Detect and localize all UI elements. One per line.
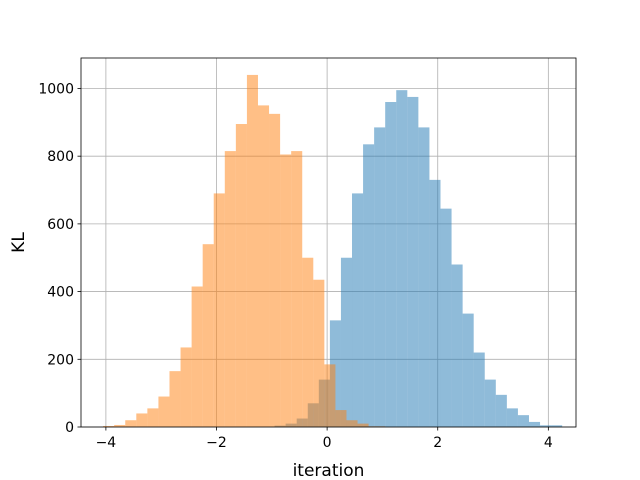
histogram-bar-series-2: [346, 420, 358, 427]
y-tick-label: 200: [47, 352, 74, 368]
histogram-bar-series-1: [396, 90, 408, 427]
histogram-bar-series-1: [363, 144, 375, 427]
y-tick-label: 400: [47, 285, 74, 301]
histogram-bar-series-2: [280, 154, 292, 428]
y-tick-label: 800: [47, 149, 74, 165]
plot-frame: [80, 57, 577, 428]
histogram-bar-series-2: [335, 410, 347, 427]
histogram-bar-series-2: [246, 74, 258, 427]
histogram-bar-series-1: [495, 394, 507, 427]
histogram-bar-series-2: [213, 193, 225, 427]
x-tick-label: 2: [433, 435, 442, 451]
histogram-bar-series-2: [136, 413, 148, 427]
histogram-bar-series-2: [191, 286, 203, 427]
y-tick-label: 1000: [38, 81, 74, 97]
histogram-bar-series-1: [540, 425, 552, 427]
x-axis-label: iteration: [293, 461, 365, 480]
histogram-bar-series-2: [125, 420, 137, 427]
histogram-bar-series-2: [180, 347, 192, 427]
histogram-bar-series-1: [484, 379, 496, 427]
histogram-bar-series-1: [418, 127, 430, 428]
histogram-bar-series-2: [313, 279, 325, 427]
histogram-bar-series-1: [451, 264, 463, 427]
histogram-bar-series-2: [235, 124, 247, 427]
histogram-bar-series-1: [385, 102, 397, 428]
histogram-bar-series-1: [352, 193, 364, 427]
histogram-bar-series-1: [462, 313, 474, 427]
histogram-bar-series-1: [374, 127, 386, 428]
histogram-bar-series-2: [324, 364, 336, 427]
histogram-bar-series-2: [302, 257, 314, 427]
histogram-bar-series-2: [114, 424, 126, 427]
histogram-bar-series-1: [528, 421, 541, 427]
histogram-bar-series-2: [147, 408, 159, 427]
histogram-bar-series-1: [517, 415, 529, 427]
histogram-bar-series-2: [357, 423, 369, 427]
x-tick-label: 4: [544, 435, 553, 451]
histogram-bar-series-1: [340, 257, 353, 427]
y-tick-label: 600: [47, 217, 74, 233]
x-tick-label: −2: [206, 435, 227, 451]
histogram-bar-series-1: [551, 425, 563, 427]
histogram-bar-series-1: [407, 96, 419, 428]
histogram-bar-series-2: [224, 151, 236, 428]
histogram-bar-series-2: [257, 105, 270, 427]
histogram-bar-series-2: [291, 151, 303, 428]
histogram-bar-series-1: [473, 352, 485, 427]
histogram-bar-series-2: [103, 425, 115, 427]
histogram-bars: [103, 74, 563, 428]
histogram-bar-series-2: [269, 113, 281, 428]
histogram-bar-series-1: [429, 179, 441, 427]
histogram-bar-series-2: [202, 244, 214, 427]
axis-ticks: −4 −2 0 2 4 0 200 400 600 800 1000: [38, 81, 553, 451]
histogram-bar-series-1: [440, 208, 452, 427]
y-axis-label: KL: [9, 232, 29, 253]
histogram-bar-series-1: [506, 408, 518, 427]
x-tick-label: −4: [96, 435, 117, 451]
x-tick-label: 0: [323, 435, 332, 451]
histogram-bar-series-2: [158, 396, 170, 427]
histogram-bar-series-2: [169, 371, 181, 427]
y-tick-label: 0: [65, 420, 74, 436]
